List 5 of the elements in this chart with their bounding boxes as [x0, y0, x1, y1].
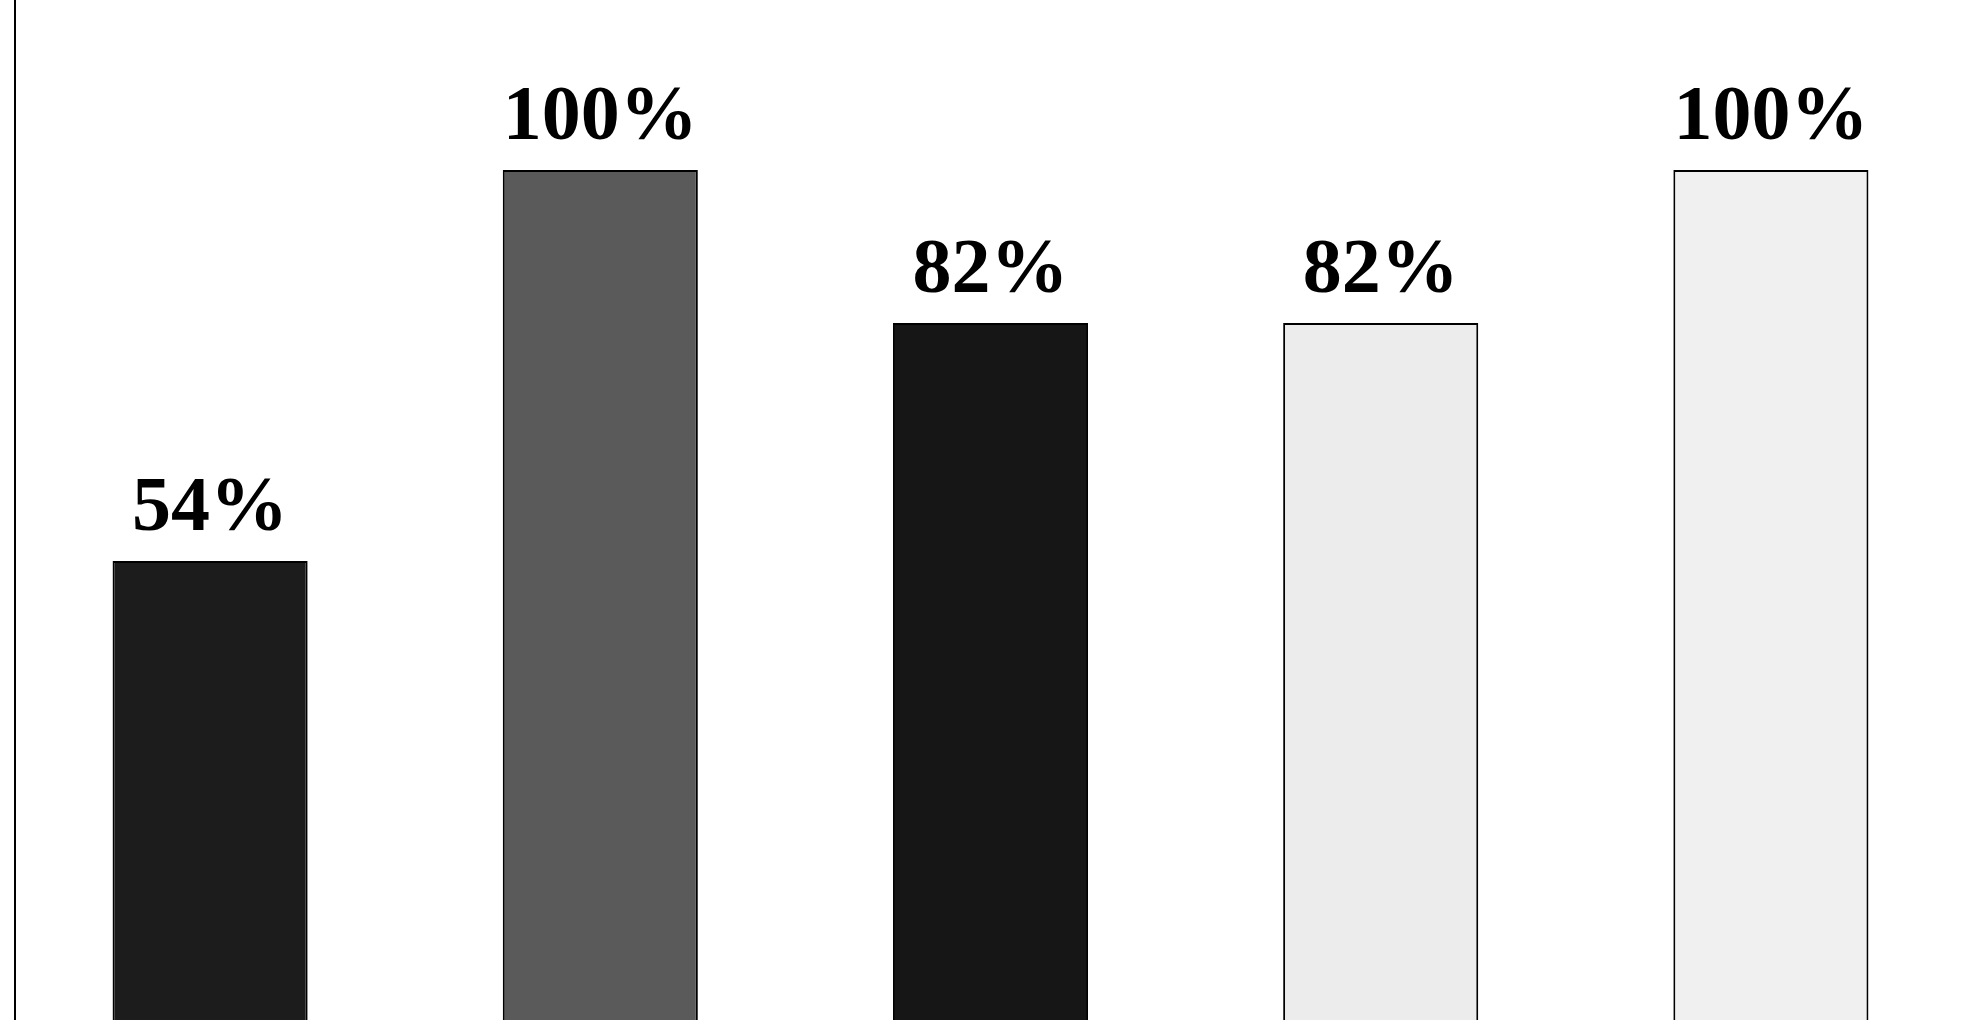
data-label: 100%	[1673, 69, 1869, 157]
data-label: 54%	[132, 460, 289, 548]
data-label: 82%	[912, 222, 1069, 310]
data-label: 100%	[502, 69, 698, 157]
data-label: 82%	[1302, 222, 1459, 310]
